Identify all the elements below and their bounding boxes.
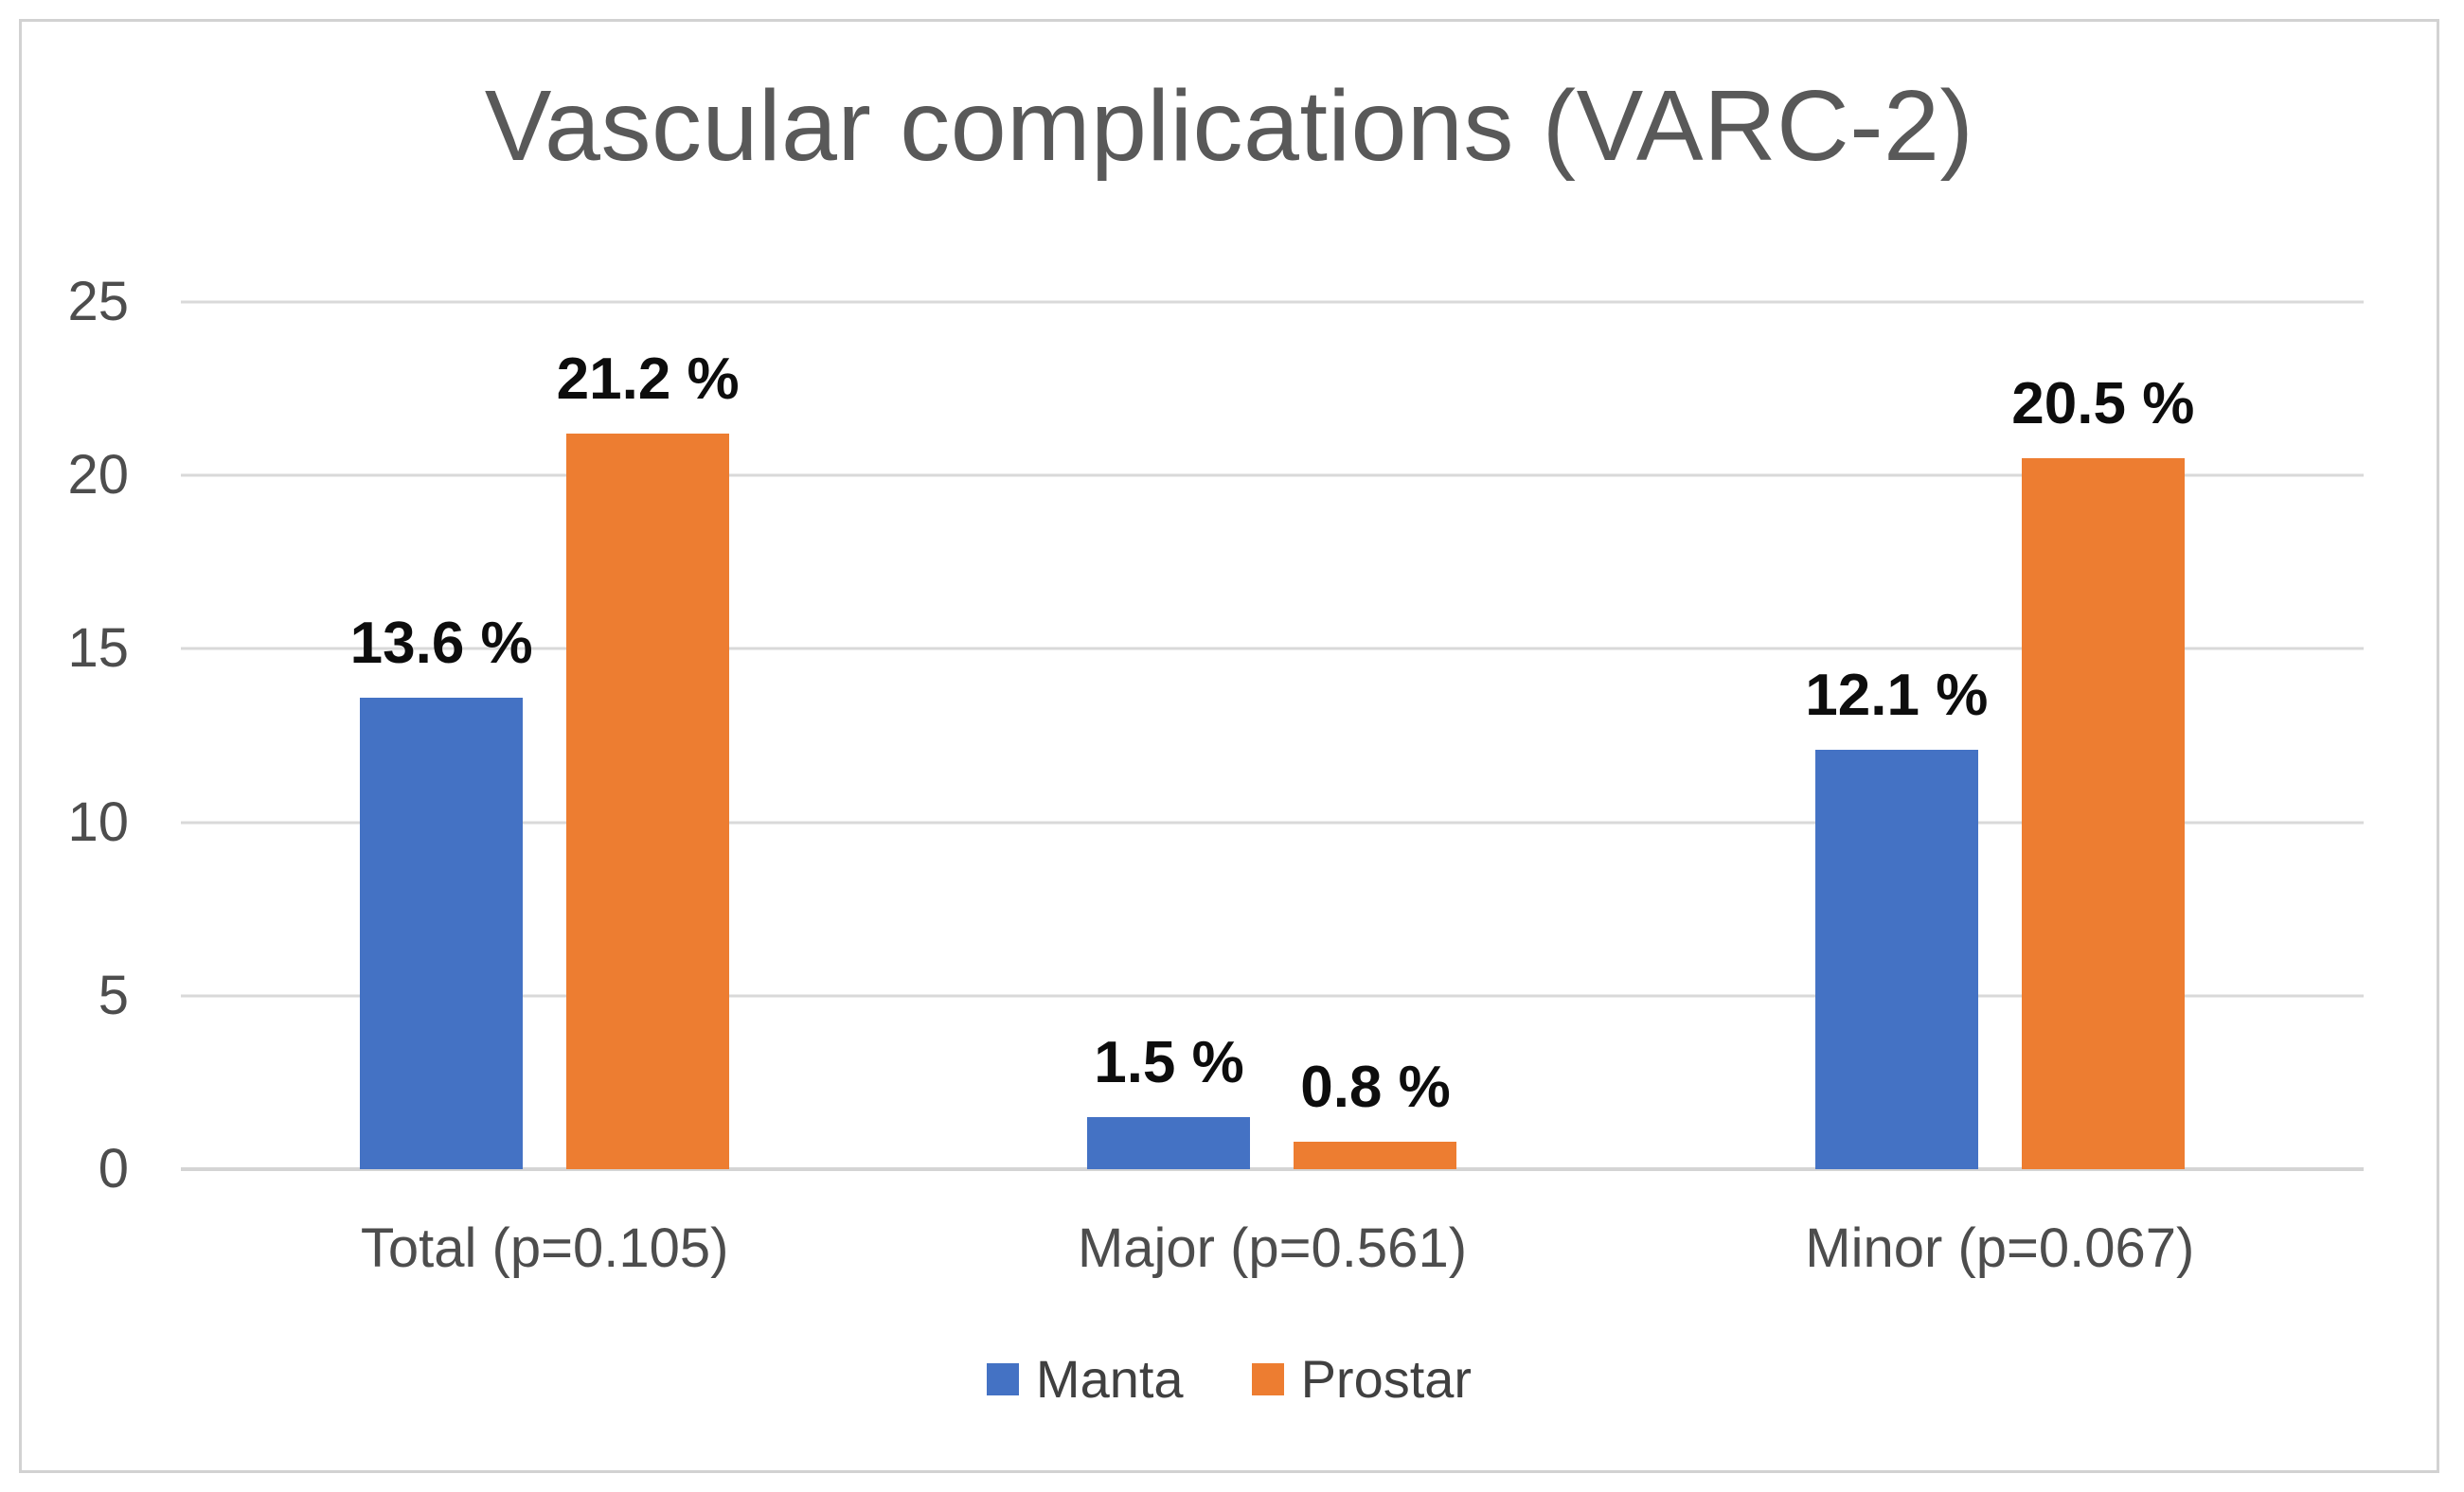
plot-area: 13.6 % 21.2 % 1.5 % 0.8 % 12.1 % 20.5 % bbox=[181, 300, 2364, 1171]
bar-prostar-1: 0.8 % bbox=[1294, 1057, 1457, 1169]
category-label-2: Minor (p=0.067) bbox=[1805, 1217, 2195, 1279]
gridline-25 bbox=[181, 300, 2364, 304]
bar-manta-0: 13.6 % bbox=[350, 613, 533, 1169]
grid-layer bbox=[181, 300, 2364, 1171]
x-axis-category-labels: Total (p=0.105) Major (p=0.561) Minor (p=0… bbox=[181, 1217, 2364, 1280]
bar-prostar-2: 20.5 % bbox=[2011, 374, 2194, 1169]
chart-title: Vascular complications (VARC-2) bbox=[484, 70, 1974, 182]
legend-item-manta: Manta bbox=[986, 1349, 1184, 1409]
data-label-prostar-2: 20.5 % bbox=[2011, 370, 2195, 436]
legend-item-prostar: Prostar bbox=[1251, 1349, 1473, 1409]
y-tick-label-10: 10 bbox=[67, 790, 129, 853]
category-label-0: Total (p=0.105) bbox=[360, 1217, 729, 1279]
bar-group-0: 13.6 % 21.2 % bbox=[181, 302, 908, 1169]
y-tick-label-25: 25 bbox=[67, 271, 129, 332]
data-label-manta-2: 12.1 % bbox=[1805, 662, 1989, 728]
legend-label-prostar: Prostar bbox=[1300, 1349, 1473, 1409]
bar-group-1: 1.5 % 0.8 % bbox=[908, 302, 1635, 1169]
gridline-10 bbox=[181, 821, 2364, 825]
data-label-manta-1: 1.5 % bbox=[1094, 1030, 1244, 1096]
gridline-15 bbox=[181, 647, 2364, 650]
y-tick-label-15: 15 bbox=[67, 617, 129, 680]
data-label-manta-0: 13.6 % bbox=[349, 610, 533, 676]
legend-swatch-manta bbox=[986, 1363, 1019, 1395]
legend-label-manta: Manta bbox=[1035, 1349, 1184, 1409]
bar-manta-1: 1.5 % bbox=[1087, 1034, 1251, 1169]
bar-groups: 13.6 % 21.2 % 1.5 % 0.8 % 12.1 % 20.5 % bbox=[181, 302, 2364, 1169]
x-axis-line bbox=[181, 1167, 2364, 1171]
y-tick-label-20: 20 bbox=[67, 444, 129, 506]
legend: Manta Prostar bbox=[22, 1353, 2437, 1406]
y-tick-label-0: 0 bbox=[98, 1138, 129, 1199]
data-label-prostar-0: 21.2 % bbox=[556, 346, 740, 413]
gridline-20 bbox=[181, 473, 2364, 477]
bar-prostar-0: 21.2 % bbox=[557, 350, 740, 1169]
chart-frame: Vascular complications (VARC-2) 0 5 10 15 20… bbox=[19, 19, 2439, 1473]
bar-manta-2: 12.1 % bbox=[1805, 666, 1988, 1169]
y-axis: 0 5 10 15 20 25 bbox=[22, 275, 129, 1197]
y-tick-label-5: 5 bbox=[98, 964, 129, 1026]
legend-swatch-prostar bbox=[1251, 1363, 1284, 1395]
data-label-prostar-1: 0.8 % bbox=[1300, 1054, 1451, 1120]
gridline-5 bbox=[181, 994, 2364, 998]
category-label-1: Major (p=0.561) bbox=[1077, 1217, 1468, 1279]
bar-group-2: 12.1 % 20.5 % bbox=[1636, 302, 2364, 1169]
